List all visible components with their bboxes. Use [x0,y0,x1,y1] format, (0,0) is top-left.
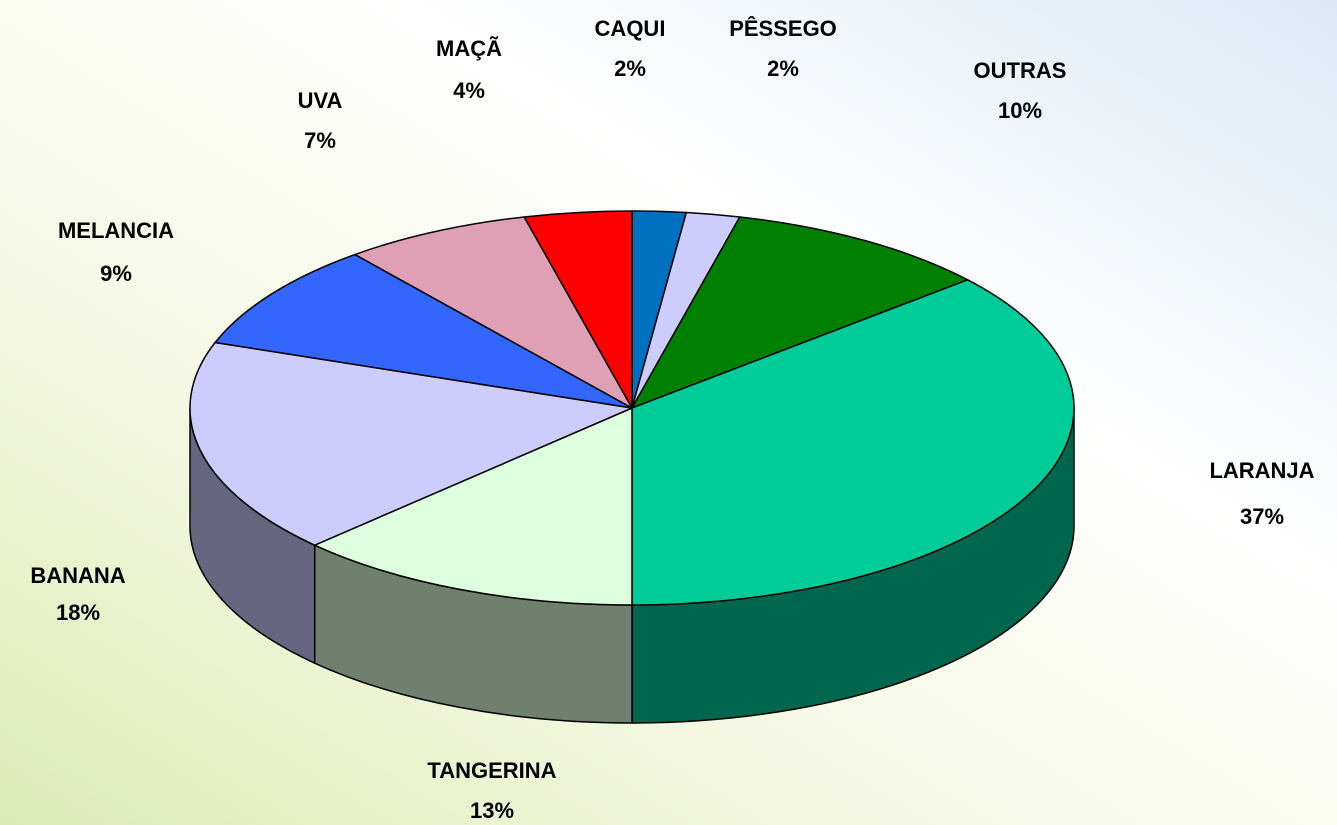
slice-value-label: 4% [453,78,485,103]
slice-value-label: 13% [470,798,514,823]
slice-label: PÊSSEGO [729,16,837,41]
slice [313,407,633,606]
slice-label: MELANCIA [58,218,174,243]
slice-label: LARANJA [1209,458,1314,483]
slice [631,216,969,409]
slice [189,341,633,546]
slice-value-label: 18% [56,600,100,625]
slice-label: OUTRAS [974,58,1067,83]
slice-label: TANGERINA [427,758,556,783]
slice [214,253,633,409]
slice-value-label: 7% [304,128,336,153]
slice-label: UVA [298,88,343,113]
slice-label: BANANA [30,563,125,588]
slice-value-label: 37% [1240,504,1284,529]
slice-label: CAQUI [595,16,666,41]
slice-label: MAÇÃ [436,36,502,61]
slice [523,210,633,409]
slice-value-label: 2% [614,56,646,81]
slice-value-label: 10% [998,98,1042,123]
slice-value-label: 2% [767,56,799,81]
slice [631,279,1075,606]
slice-value-label: 9% [100,261,132,286]
slice [354,216,633,409]
